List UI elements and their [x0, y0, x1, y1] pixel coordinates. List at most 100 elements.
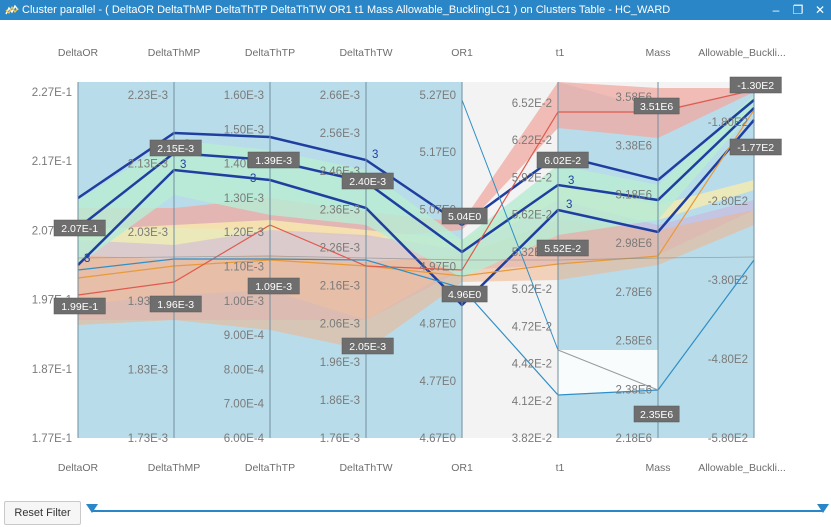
- tick-label: -4.80E2: [708, 354, 748, 366]
- value-tag: 6.02E-2: [536, 151, 589, 169]
- svg-text:1.99E-1: 1.99E-1: [61, 301, 98, 313]
- value-tag: 1.39E-3: [247, 151, 300, 169]
- svg-text:2.05E-3: 2.05E-3: [349, 341, 386, 353]
- tick-label: 2.26E-3: [320, 242, 360, 254]
- tick-label: 2.16E-3: [320, 281, 360, 293]
- cluster-band-red: [78, 82, 754, 238]
- cluster-line-gray: [557, 349, 659, 391]
- tick-label: -1.80E2: [708, 117, 748, 129]
- tick-label: 1.83E-3: [128, 364, 168, 376]
- axis-name-bottom[interactable]: DeltaThTP: [245, 462, 295, 474]
- axis-name-top[interactable]: Mass: [645, 47, 670, 59]
- tick-label: 2.03E-3: [128, 227, 168, 239]
- value-tag: 2.07E-1: [53, 219, 106, 237]
- tick-label: 2.78E6: [616, 287, 652, 299]
- svg-text:2.35E6: 2.35E6: [640, 409, 673, 421]
- axis-name-bottom[interactable]: DeltaThMP: [148, 462, 201, 474]
- value-tag: -1.77E2: [729, 138, 782, 156]
- tick-label: 4.97E0: [420, 262, 456, 274]
- tick-label: 5.92E-2: [512, 172, 552, 184]
- svg-text:2.15E-3: 2.15E-3: [157, 143, 194, 155]
- axis-name-top[interactable]: DeltaThTP: [245, 47, 295, 59]
- tick-label: 1.87E-1: [32, 364, 72, 376]
- value-tag: 2.05E-3: [341, 337, 394, 355]
- tick-label: -2.80E2: [708, 196, 748, 208]
- tick-label: -3.80E2: [708, 275, 748, 287]
- svg-text:1.96E-3: 1.96E-3: [157, 299, 194, 311]
- tick-label: 2.56E-3: [320, 128, 360, 140]
- parallel-coordinates-chart[interactable]: 2.27E-12.17E-12.07E-11.97E-11.87E-11.77E…: [0, 20, 831, 498]
- filter-slider-left-handle[interactable]: [86, 504, 98, 513]
- svg-text:-1.77E2: -1.77E2: [737, 142, 774, 154]
- filter-slider-right-handle[interactable]: [817, 504, 829, 513]
- axis-name-bottom[interactable]: Mass: [645, 462, 670, 474]
- axis-name-top[interactable]: t1: [556, 47, 565, 59]
- tick-label: 2.38E6: [616, 384, 652, 396]
- tick-label: -5.80E2: [708, 433, 748, 445]
- tick-label: 6.22E-2: [512, 135, 552, 147]
- value-tag: -1.30E2: [729, 76, 782, 94]
- tick-label: 1.77E-1: [32, 433, 72, 445]
- axis-name-bottom[interactable]: OR1: [451, 462, 473, 474]
- axis-name-bottom[interactable]: t1: [556, 462, 565, 474]
- filter-bar: Reset Filter: [0, 498, 831, 527]
- tick-label: 1.73E-3: [128, 433, 168, 445]
- tick-label: 6.00E-4: [224, 433, 265, 445]
- axis-name-top[interactable]: DeltaThMP: [148, 47, 201, 59]
- tick-label: 4.72E-2: [512, 321, 552, 333]
- reset-filter-button[interactable]: Reset Filter: [4, 501, 81, 525]
- svg-text:2.40E-3: 2.40E-3: [349, 176, 386, 188]
- tick-label: 5.27E0: [420, 90, 456, 102]
- axis-name-top[interactable]: DeltaThTW: [339, 47, 392, 59]
- window-title: Cluster parallel - ( DeltaOR DeltaThMP D…: [22, 4, 671, 16]
- cluster-line-orange: [77, 109, 755, 279]
- restore-button[interactable]: ❐: [792, 3, 804, 17]
- cluster-number-label: 3: [250, 173, 256, 185]
- svg-text:5.04E0: 5.04E0: [448, 211, 481, 223]
- value-tag: 4.96E0: [441, 285, 488, 303]
- plot-white-region-2: [558, 350, 658, 395]
- svg-text:2.07E-1: 2.07E-1: [61, 223, 98, 235]
- close-button[interactable]: ✕: [814, 3, 826, 17]
- cluster-line-blue-2: [461, 99, 559, 351]
- tick-label: 3.18E6: [616, 189, 652, 201]
- tick-label: 2.36E-3: [320, 204, 360, 216]
- window-titlebar: Cluster parallel - ( DeltaOR DeltaThMP D…: [0, 0, 831, 20]
- axis-name-bottom[interactable]: DeltaThTW: [339, 462, 392, 474]
- cluster-line-blue: [77, 258, 755, 396]
- tick-label: 5.62E-2: [512, 210, 552, 222]
- value-tag: 2.15E-3: [149, 139, 202, 157]
- tick-label: 3.82E-2: [512, 433, 552, 445]
- cluster-number-label: 3: [566, 199, 572, 211]
- tick-label: 2.18E6: [616, 433, 652, 445]
- svg-text:6.02E-2: 6.02E-2: [544, 155, 581, 167]
- svg-text:1.39E-3: 1.39E-3: [255, 155, 292, 167]
- value-tag: 3.51E6: [633, 97, 680, 115]
- axis-name-bottom[interactable]: DeltaOR: [58, 462, 99, 474]
- cluster-number-label: 3: [568, 175, 574, 187]
- cluster-number-label: 3: [372, 149, 378, 161]
- tick-label: 2.27E-1: [32, 87, 72, 99]
- tick-label: 9.00E-4: [224, 330, 265, 342]
- tick-label: 2.06E-3: [320, 319, 360, 331]
- svg-text:4.96E0: 4.96E0: [448, 289, 481, 301]
- value-tag: 1.99E-1: [53, 297, 106, 315]
- tick-label: 2.66E-3: [320, 90, 360, 102]
- tick-label: 1.76E-3: [320, 433, 360, 445]
- tick-label: 1.00E-3: [224, 296, 264, 308]
- tick-label: 7.00E-4: [224, 399, 265, 411]
- cluster-line-3: [77, 119, 755, 307]
- tick-label: 1.30E-3: [224, 193, 264, 205]
- filter-slider-track[interactable]: [92, 510, 823, 512]
- tick-label: 2.98E6: [616, 238, 652, 250]
- axis-name-top[interactable]: OR1: [451, 47, 473, 59]
- axis-name-top[interactable]: Allowable_Buckli...: [698, 47, 786, 59]
- tick-label: 2.23E-3: [128, 90, 168, 102]
- tick-label: 1.86E-3: [320, 395, 360, 407]
- axis-name-bottom[interactable]: Allowable_Buckli...: [698, 462, 786, 474]
- cluster-line-1: [77, 99, 755, 227]
- tick-label: 1.10E-3: [224, 262, 264, 274]
- value-tag: 1.96E-3: [149, 295, 202, 313]
- minimize-button[interactable]: –: [772, 3, 780, 17]
- axis-name-top[interactable]: DeltaOR: [58, 47, 99, 59]
